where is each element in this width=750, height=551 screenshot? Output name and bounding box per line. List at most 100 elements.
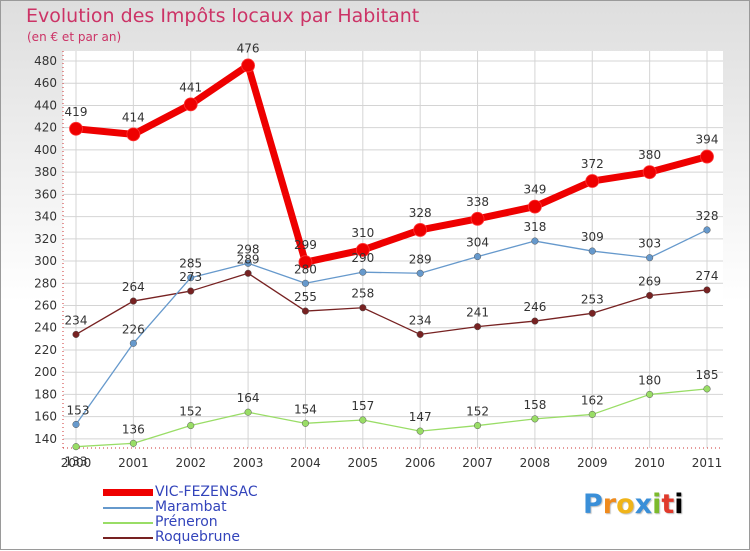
plot-area: [63, 51, 723, 448]
data-label: 234: [409, 313, 432, 327]
y-tick-label: 260: [34, 299, 57, 313]
data-point: [531, 415, 539, 423]
x-tick-label: 2009: [577, 456, 608, 470]
data-label: 414: [122, 110, 145, 124]
data-label: 162: [581, 393, 604, 407]
x-tick-label: 2000: [61, 456, 92, 470]
data-point: [187, 274, 195, 282]
x-tick-label: 2011: [692, 456, 723, 470]
data-point: [129, 297, 137, 305]
data-point: [646, 254, 654, 262]
data-label: 246: [523, 300, 546, 314]
data-label: 133: [65, 455, 88, 469]
data-label: 290: [351, 251, 374, 265]
data-point: [413, 223, 428, 237]
x-tick-label: 2001: [118, 456, 149, 470]
data-label: 310: [351, 226, 374, 240]
data-point: [588, 309, 596, 317]
data-point: [531, 317, 539, 325]
x-tick-label: 2007: [462, 456, 493, 470]
data-label: 226: [122, 322, 145, 336]
data-label: 136: [122, 422, 145, 436]
y-tick-label: 140: [34, 432, 57, 446]
data-point: [646, 291, 654, 300]
legend-item-roquebrune: Roquebrune: [103, 529, 363, 545]
logo-letter: i: [674, 489, 684, 520]
data-point: [301, 279, 310, 287]
data-point: [359, 268, 367, 276]
y-tick-label: 220: [34, 343, 57, 357]
data-point: [301, 307, 310, 315]
y-tick-label: 240: [34, 321, 57, 335]
proxiti-logo: Proxiti: [583, 489, 684, 520]
data-label: 303: [638, 237, 661, 251]
data-label: 372: [581, 157, 604, 171]
data-label: 299: [294, 238, 317, 252]
data-point: [359, 416, 367, 424]
y-tick-label: 320: [34, 232, 57, 246]
legend-label-vic-fezensac: VIC-FEZENSAC: [155, 484, 258, 500]
data-label: 476: [237, 41, 260, 55]
data-label: 274: [696, 269, 719, 283]
legend-label-roquebrune: Roquebrune: [155, 529, 241, 545]
data-label: 394: [696, 133, 719, 147]
data-point: [298, 255, 313, 270]
data-label: 180: [638, 373, 661, 387]
logo-letter: t: [661, 489, 675, 520]
legend-label-marambat: Marambat: [155, 499, 227, 515]
data-point: [359, 304, 367, 312]
data-label: 157: [351, 399, 374, 413]
data-label: 153: [67, 403, 90, 417]
y-tick-label: 280: [34, 276, 57, 290]
data-point: [187, 287, 195, 295]
data-label: 152: [466, 405, 489, 419]
data-point: [642, 165, 657, 180]
legend: VIC-FEZENSAC Marambat Préneron Roquebrun…: [103, 484, 363, 545]
legend-swatch-preneron: [103, 522, 153, 524]
x-tick-label: 2004: [290, 456, 321, 470]
x-tick-label: 2005: [348, 456, 379, 470]
legend-swatch-marambat: [103, 507, 153, 509]
y-tick-label: 340: [34, 210, 57, 224]
data-label: 185: [696, 368, 719, 382]
data-label: 289: [237, 252, 260, 266]
data-label: 338: [466, 195, 489, 209]
y-tick-label: 300: [34, 254, 57, 268]
data-label: 273: [179, 270, 202, 284]
data-point: [703, 226, 711, 234]
data-label: 154: [294, 402, 317, 416]
chart-subtitle: (en € et par an): [27, 30, 122, 44]
data-point: [129, 439, 137, 447]
data-point: [588, 247, 596, 255]
y-tick-label: 160: [34, 410, 57, 424]
y-tick-label: 380: [34, 165, 57, 179]
series-line-vic-fezensac: [72, 61, 711, 266]
logo-letter: i: [652, 489, 662, 520]
data-label: 269: [638, 275, 661, 289]
data-point: [416, 427, 424, 435]
data-label: 264: [122, 280, 145, 294]
data-label: 241: [466, 306, 489, 320]
legend-item-vic-fezensac: VIC-FEZENSAC: [103, 484, 363, 500]
data-point: [703, 286, 711, 294]
y-tick-label: 420: [34, 121, 57, 135]
logo-letter: r: [602, 489, 617, 520]
data-point: [183, 97, 198, 112]
x-tick-label: 2003: [233, 456, 264, 470]
data-label: 309: [581, 230, 604, 244]
data-point: [241, 58, 255, 73]
data-label: 147: [409, 410, 432, 424]
data-point: [473, 323, 482, 331]
y-tick-label: 460: [34, 76, 57, 90]
data-point: [355, 243, 370, 257]
data-label: 234: [65, 313, 88, 327]
data-label: 349: [523, 183, 546, 197]
series-line-roquebrune: [75, 272, 708, 336]
data-label: 304: [466, 236, 489, 250]
data-label: 289: [409, 252, 432, 266]
legend-item-marambat: Marambat: [103, 499, 363, 515]
data-point: [69, 121, 83, 136]
data-point: [244, 269, 252, 277]
y-tick-label: 200: [34, 365, 57, 379]
y-tick-label: 480: [34, 54, 57, 68]
